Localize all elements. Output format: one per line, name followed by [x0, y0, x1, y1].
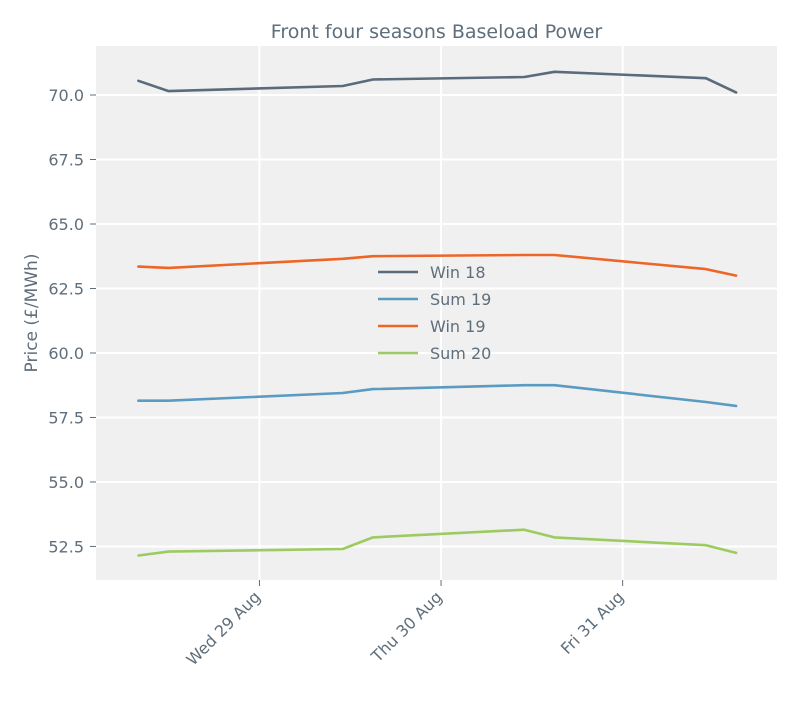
y-tick-label: 52.5 — [48, 537, 84, 556]
x-axis: Wed 29 Aug Thu 30 Aug Fri 31 Aug — [182, 580, 627, 669]
series-line-1 — [137, 383, 738, 408]
x-tick-label: Thu 30 Aug — [367, 587, 446, 666]
legend-label: Sum 20 — [430, 344, 491, 363]
y-axis-label: Price (£/MWh) — [22, 254, 42, 373]
y-axis: 52.5 55.0 57.5 60.0 62.5 65.0 67.5 70.0 — [48, 86, 96, 556]
series-line-3 — [137, 528, 738, 557]
y-tick-label: 67.5 — [48, 151, 84, 170]
series-line-0 — [137, 70, 738, 94]
y-tick-label: 60.0 — [48, 344, 84, 363]
y-tick-label: 57.5 — [48, 408, 84, 427]
plot-area — [96, 46, 777, 580]
y-tick-label: 55.0 — [48, 473, 84, 492]
chart-title: Front four seasons Baseload Power — [271, 21, 603, 43]
x-tick-label: Wed 29 Aug — [182, 587, 264, 669]
legend-label: Sum 19 — [430, 290, 491, 309]
legend-label: Win 19 — [430, 317, 486, 336]
legend: Win 18 Sum 19 Win 19 Sum 20 — [378, 263, 491, 363]
y-tick-label: 65.0 — [48, 215, 84, 234]
grid-lines — [96, 46, 777, 580]
legend-label: Win 18 — [430, 263, 486, 282]
y-tick-label: 62.5 — [48, 279, 84, 298]
series-lines — [137, 70, 738, 557]
series-line-2 — [137, 253, 738, 277]
y-tick-label: 70.0 — [48, 86, 84, 105]
x-tick-label: Fri 31 Aug — [557, 587, 628, 658]
